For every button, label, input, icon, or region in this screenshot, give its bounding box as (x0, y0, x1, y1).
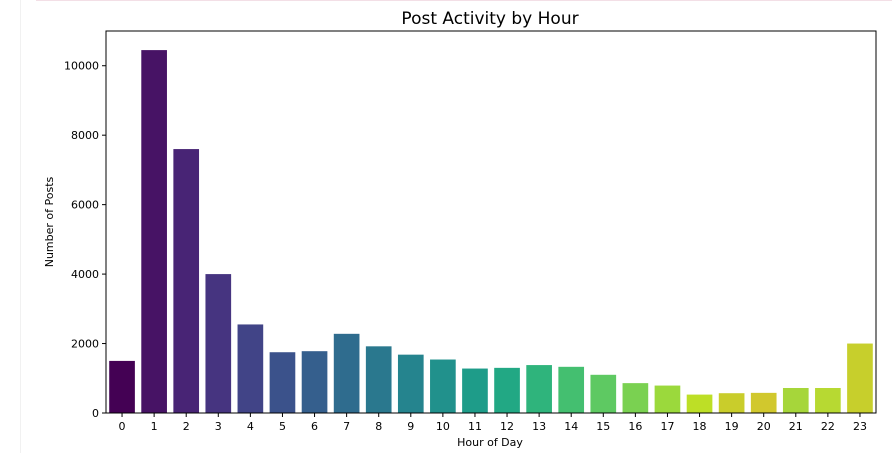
chart-title: Post Activity by Hour (401, 9, 578, 29)
x-tick-label: 6 (311, 420, 318, 433)
y-tick-label: 2000 (71, 338, 99, 351)
y-ticks-group: 0 2000 4000 6000 8000 10000 (64, 60, 106, 420)
bar-hour-19 (718, 393, 745, 413)
bar-hour-7 (333, 333, 360, 413)
left-border (20, 0, 21, 453)
x-tick-label: 9 (407, 420, 414, 433)
x-tick-label: 0 (119, 420, 126, 433)
x-tick-label: 22 (821, 420, 835, 433)
x-tick-label: 1 (151, 420, 158, 433)
y-tick-label: 10000 (64, 60, 99, 73)
bar-hour-0 (109, 360, 135, 413)
bar-hour-17 (654, 385, 681, 413)
bar-hour-5 (269, 352, 296, 413)
x-ticks-group: 0 1 2 3 4 5 6 7 8 9 10 11 12 13 14 15 16 17 18 19 20 21 22 23 (119, 413, 867, 433)
plot-frame (105, 30, 877, 414)
bar-hour-9 (397, 354, 424, 413)
bar-hour-14 (558, 366, 585, 413)
x-tick-label: 8 (375, 420, 382, 433)
x-tick-label: 10 (436, 420, 450, 433)
bar-hour-20 (750, 392, 777, 413)
x-axis-label: Hour of Day (457, 436, 523, 449)
bar-hour-23 (847, 343, 873, 413)
x-tick-label: 23 (853, 420, 867, 433)
x-tick-label: 4 (247, 420, 254, 433)
x-tick-label: 2 (183, 420, 190, 433)
bar-hour-16 (622, 383, 649, 413)
bar-hour-6 (301, 351, 328, 413)
bars-group (109, 50, 873, 413)
bar-hour-15 (590, 374, 617, 413)
x-tick-label: 19 (725, 420, 739, 433)
y-tick-label: 8000 (71, 129, 99, 142)
x-tick-label: 20 (757, 420, 771, 433)
y-axis-label: Number of Posts (43, 176, 56, 267)
bar-hour-13 (526, 365, 552, 413)
x-tick-label: 16 (628, 420, 642, 433)
bar-hour-2 (173, 149, 200, 413)
bar-hour-4 (237, 324, 264, 413)
x-tick-label: 5 (279, 420, 286, 433)
bar-hour-10 (430, 359, 456, 413)
bar-hour-18 (686, 394, 713, 413)
y-tick-label: 4000 (71, 268, 99, 281)
y-tick-label: 6000 (71, 199, 99, 212)
bar-hour-8 (365, 346, 392, 413)
x-tick-label: 3 (215, 420, 222, 433)
x-tick-label: 11 (468, 420, 482, 433)
bar-hour-1 (141, 50, 167, 413)
x-tick-label: 17 (660, 420, 674, 433)
bar-hour-21 (782, 387, 809, 413)
x-tick-label: 7 (343, 420, 350, 433)
x-tick-label: 18 (693, 420, 707, 433)
bar-hour-12 (494, 367, 520, 413)
x-tick-label: 15 (596, 420, 610, 433)
x-tick-label: 13 (532, 420, 546, 433)
bar-hour-11 (462, 368, 488, 413)
x-tick-label: 14 (564, 420, 578, 433)
x-tick-label: 21 (789, 420, 803, 433)
top-border (36, 0, 892, 1)
bar-hour-22 (815, 387, 841, 413)
y-tick-label: 0 (92, 407, 99, 420)
bar-hour-3 (205, 274, 232, 413)
x-tick-label: 12 (500, 420, 514, 433)
